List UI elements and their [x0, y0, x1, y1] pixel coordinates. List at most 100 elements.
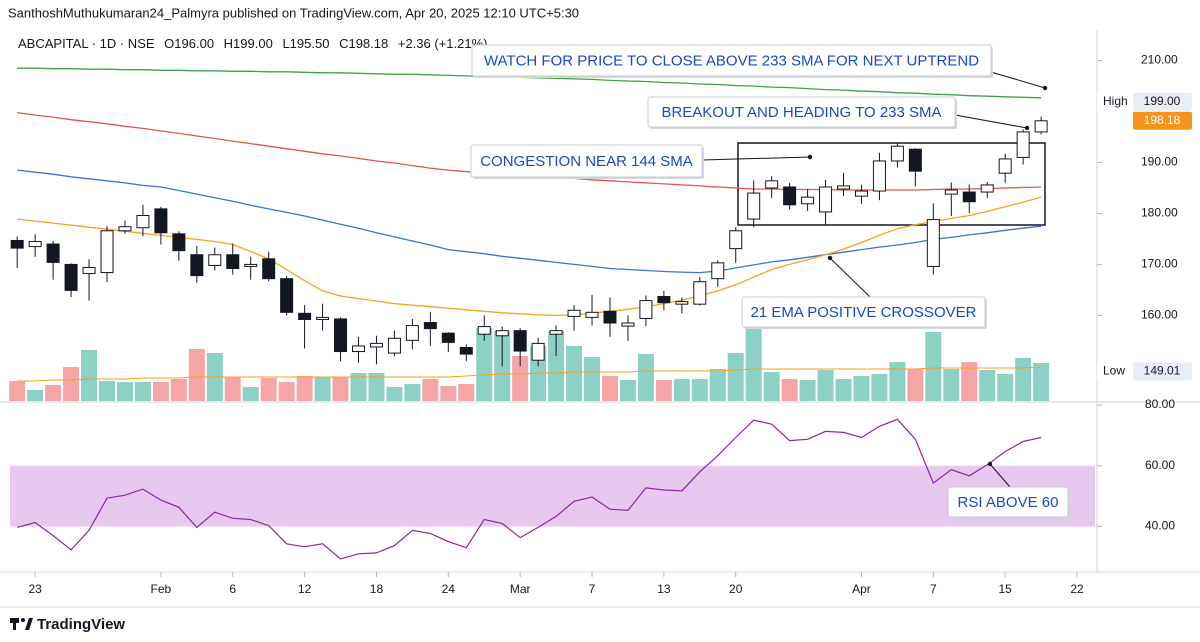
x-tick-label: 18	[370, 582, 384, 596]
candle-body	[657, 296, 671, 304]
candle-body	[693, 281, 707, 305]
x-tick-label: 23	[28, 582, 42, 596]
candle-body	[783, 186, 797, 206]
annotation-box	[741, 296, 986, 328]
candle-body	[459, 346, 473, 355]
candle-body	[280, 278, 294, 313]
volume-bar	[9, 381, 26, 401]
candle-body	[136, 214, 150, 229]
volume-bar	[997, 374, 1014, 401]
rsi-line	[17, 418, 1042, 560]
volume-bar	[709, 369, 726, 401]
annotation-dot	[987, 461, 993, 467]
candle-body	[747, 192, 761, 220]
candle-body	[46, 243, 60, 263]
annotation-box	[947, 486, 1069, 518]
annotation-dot	[1024, 125, 1030, 131]
candle-body	[801, 196, 815, 205]
candle-body	[28, 240, 42, 248]
volume-bar	[27, 390, 44, 401]
candle-body	[1034, 120, 1048, 133]
x-tick-label: 7	[589, 582, 596, 596]
rsi-tick-label: 40.00	[1145, 519, 1175, 533]
candle-body	[531, 342, 545, 361]
candle-body	[423, 322, 437, 330]
volume-ma-line	[17, 366, 1042, 382]
candle-body	[172, 233, 186, 252]
candle-body	[244, 263, 258, 267]
candle-body	[837, 185, 851, 190]
volume-bar	[458, 384, 475, 401]
candle-body	[621, 322, 635, 327]
volume-bar	[314, 377, 331, 401]
annotation-dot	[807, 154, 813, 160]
price-label-box	[1133, 111, 1192, 130]
candle-body	[567, 309, 581, 317]
symbol: ABCAPITAL · 1D · NSE	[18, 36, 155, 51]
candle-body	[819, 186, 833, 213]
volume-bar	[655, 380, 672, 401]
annotation-dot	[1042, 85, 1048, 91]
annotation-text: WATCH FOR PRICE TO CLOSE ABOVE 233 SMA F…	[484, 52, 979, 69]
candle-body	[441, 332, 455, 343]
candle-body	[351, 345, 365, 353]
volume-bar	[584, 357, 601, 401]
volume-bar	[799, 380, 816, 401]
candle-body	[890, 145, 904, 162]
candle-body	[854, 190, 868, 197]
annotation-arrow	[989, 463, 1011, 488]
volume-bar	[332, 377, 349, 401]
annotation-text: CONGESTION NEAR 144 SMA	[480, 153, 693, 170]
volume-bar	[170, 379, 187, 401]
candle-body	[944, 189, 958, 195]
candle-body	[64, 263, 78, 291]
candle-body	[675, 301, 689, 305]
y-tick-label: 190.00	[1141, 155, 1178, 169]
volume-bar	[386, 387, 403, 401]
price-label-name: Low	[1103, 364, 1125, 378]
candle-body	[208, 254, 222, 266]
volume-bar	[548, 331, 565, 401]
candle-body	[513, 330, 527, 352]
candle-body	[82, 266, 96, 275]
candle-body	[585, 311, 599, 318]
candle-body	[998, 158, 1012, 174]
moving-average-line	[17, 196, 1042, 317]
annotation-box	[647, 96, 956, 128]
volume-bar	[619, 380, 636, 401]
volume-bar	[81, 350, 98, 401]
volume-bar	[116, 382, 133, 401]
annotation-box	[470, 144, 703, 178]
candle-body	[711, 262, 725, 280]
x-tick-label: 13	[657, 582, 671, 596]
candle-body	[154, 208, 168, 234]
annotation-arrow	[954, 114, 1028, 129]
x-tick-label: 20	[729, 582, 743, 596]
x-tick-label: 24	[442, 582, 456, 596]
publisher-header: SanthoshMuthukumaran24_Palmyra published…	[8, 5, 579, 20]
candle-body	[872, 160, 886, 192]
low-value: L195.50	[282, 36, 329, 51]
annotation-arrow	[701, 156, 811, 161]
price-label-value: 198.18	[1144, 113, 1181, 127]
volume-bar	[476, 328, 493, 401]
candle-body	[334, 318, 348, 353]
x-tick-label: 22	[1070, 582, 1084, 596]
volume-bar	[1015, 358, 1032, 401]
rsi-band	[10, 465, 1095, 527]
candle-body	[477, 326, 491, 335]
price-label-value: 149.01	[1144, 364, 1181, 378]
volume-bar	[871, 374, 888, 401]
candle-body	[387, 337, 401, 354]
volume-bar	[601, 376, 618, 401]
annotation-text: BREAKOUT AND HEADING TO 233 SMA	[661, 104, 941, 121]
candle-body	[298, 312, 312, 320]
candle-body	[603, 310, 617, 324]
volume-bar	[817, 370, 834, 401]
candle-body	[226, 254, 240, 269]
price-label-name-box	[1097, 92, 1133, 111]
volume-bar	[979, 370, 996, 401]
candle-body	[908, 148, 922, 172]
annotation-dot	[827, 255, 833, 261]
volume-bar	[925, 332, 942, 401]
